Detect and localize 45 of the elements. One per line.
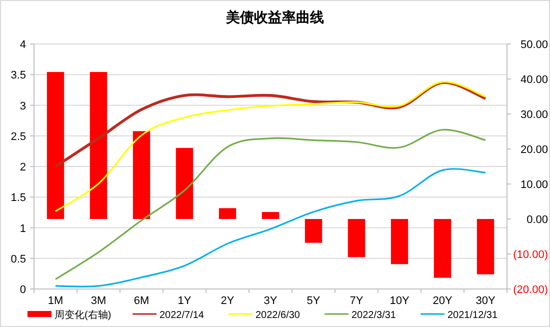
x-tick-label: 6M (134, 295, 150, 307)
x-tick-label: 5Y (306, 295, 321, 307)
x-tick-label: 30Y (476, 295, 496, 307)
y2-tick-label: 10.00 (520, 179, 548, 191)
y2-tick-label: 20.00 (520, 144, 548, 156)
bar (476, 219, 494, 274)
bar (90, 72, 108, 219)
y-tick-label: 4 (20, 39, 26, 51)
legend-label: 2021/12/31 (448, 310, 498, 321)
x-tick-label: 2Y (220, 295, 235, 307)
y-tick-label: 1.5 (10, 192, 26, 204)
y2-tick-label: 50.00 (520, 39, 548, 51)
bar (176, 148, 194, 219)
bar (434, 219, 452, 278)
legend-label: 2022/6/30 (256, 310, 300, 321)
x-tick-label: 10Y (390, 295, 410, 307)
bar (46, 72, 64, 219)
bar (348, 219, 366, 258)
x-tick-label: 1M (48, 295, 64, 307)
bar (218, 208, 236, 219)
x-tick-label: 3Y (264, 295, 278, 307)
x-tick-label: 20Y (432, 295, 453, 307)
y-tick-label: 3.5 (10, 70, 26, 82)
legend-label: 2022/7/14 (160, 310, 204, 321)
y2-tick-label: (20.00) (513, 284, 548, 296)
y2-tick-label: 40.00 (520, 74, 548, 86)
y2-tick-label: 30.00 (520, 109, 548, 121)
chart-title: 美债收益率曲线 (225, 9, 324, 25)
y-tick-label: 1 (20, 222, 26, 235)
bar (304, 219, 322, 243)
x-tick-label: 1Y (178, 295, 192, 307)
legend-label: 2022/3/31 (352, 310, 396, 321)
y-tick-label: 0 (20, 284, 26, 296)
y-tick-label: 2.5 (10, 130, 26, 143)
y-tick-label: 0.5 (10, 253, 26, 266)
x-tick-label: 3M (90, 295, 106, 307)
bar (262, 212, 280, 219)
y2-tick-label: (10.00) (513, 249, 548, 261)
y2-tick-label: 0.00 (526, 214, 548, 226)
bar (390, 219, 408, 264)
legend-label: 周变化(右轴) (54, 309, 112, 321)
y-tick-label: 3 (20, 100, 26, 112)
y-tick-label: 2 (20, 162, 26, 174)
bar (132, 131, 150, 219)
x-tick-label: 7Y (350, 295, 364, 307)
